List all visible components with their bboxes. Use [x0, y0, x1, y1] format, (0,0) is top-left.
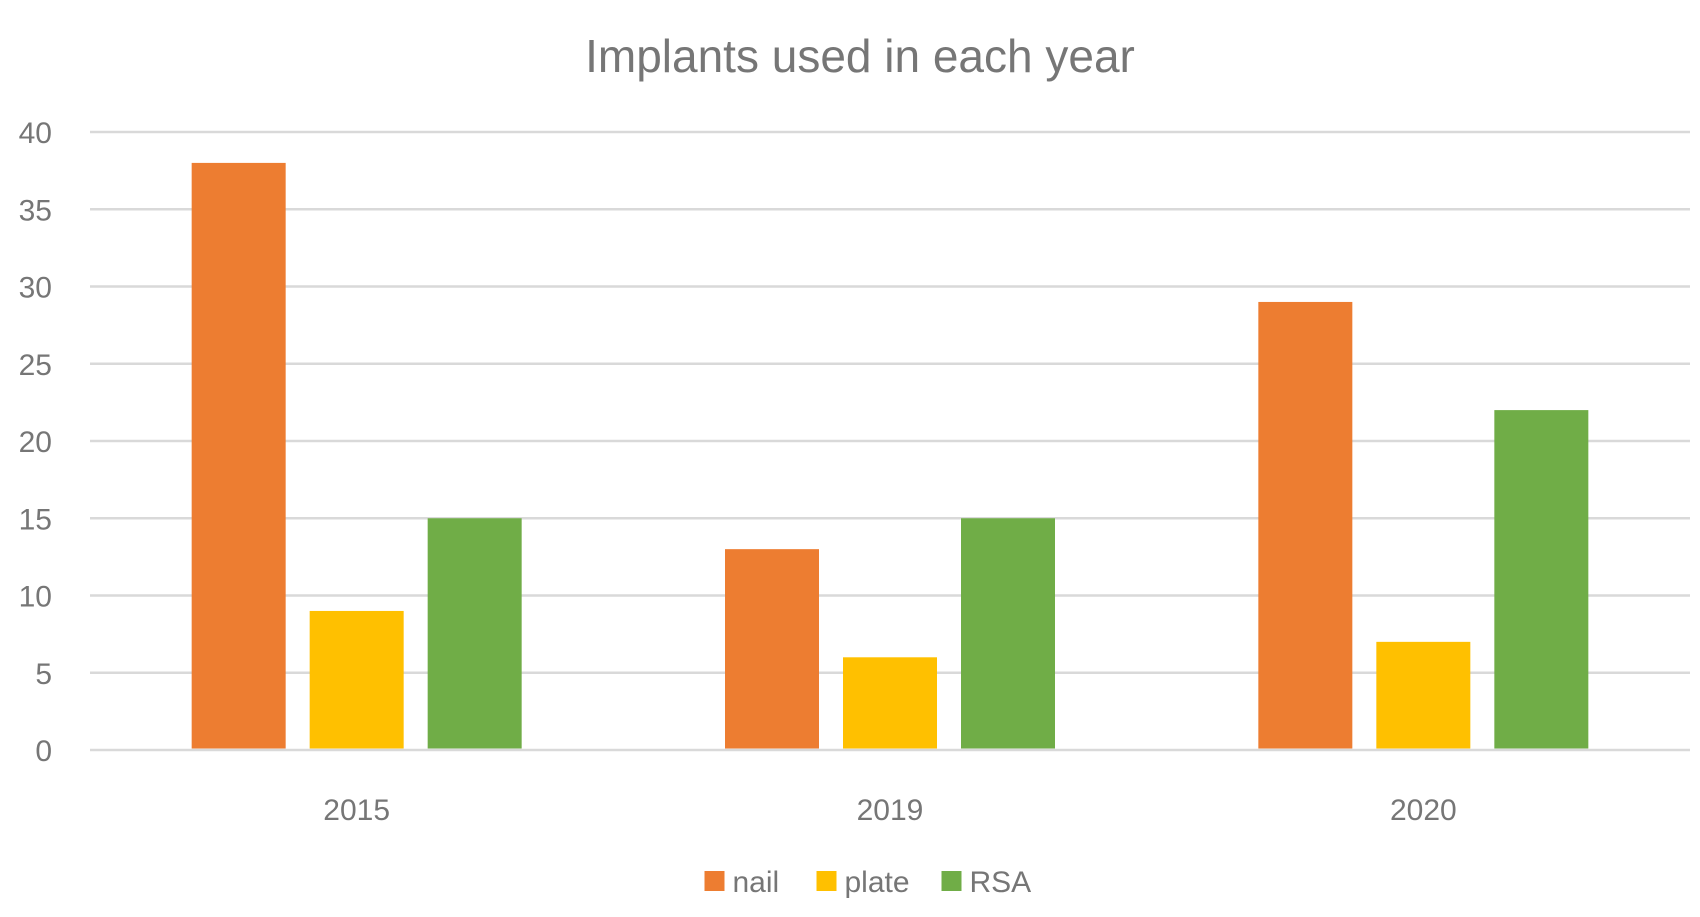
y-tick-label: 15 [19, 503, 52, 536]
y-tick-label: 30 [19, 272, 52, 305]
y-tick-label: 0 [35, 735, 52, 768]
y-axis-ticks: 0 5 10 15 20 25 30 35 40 [19, 117, 52, 768]
bar-RSA-2020 [1494, 410, 1589, 749]
bar-RSA-2015 [427, 518, 522, 749]
bar-nail-2019 [725, 549, 819, 749]
y-tick-label: 20 [19, 426, 52, 459]
bar-plate-2020 [1376, 641, 1471, 749]
legend-label: nail [733, 866, 780, 899]
legend-swatch-nail [704, 871, 725, 891]
x-axis-ticks: 2015 2019 2020 [323, 794, 1456, 827]
chart-title: Implants used in each year [585, 30, 1135, 82]
bar-plate-2019 [843, 657, 937, 749]
y-tick-label: 10 [19, 581, 52, 614]
legend-swatch-RSA [941, 871, 962, 891]
legend-label: RSA [970, 866, 1032, 899]
bars [191, 162, 1589, 749]
y-tick-label: 5 [35, 658, 52, 691]
x-tick-label: 2020 [1390, 794, 1457, 827]
y-tick-label: 35 [19, 194, 52, 227]
x-tick-label: 2015 [323, 794, 390, 827]
legend: nail plate RSA [704, 866, 1032, 899]
y-tick-label: 40 [19, 117, 52, 150]
bar-nail-2015 [191, 162, 286, 749]
bar-plate-2015 [309, 610, 404, 749]
legend-swatch-plate [816, 871, 837, 891]
bar-nail-2020 [1258, 301, 1353, 749]
x-tick-label: 2019 [857, 794, 924, 827]
legend-label: plate [845, 866, 910, 899]
bar-RSA-2019 [961, 518, 1055, 749]
y-tick-label: 25 [19, 349, 52, 382]
